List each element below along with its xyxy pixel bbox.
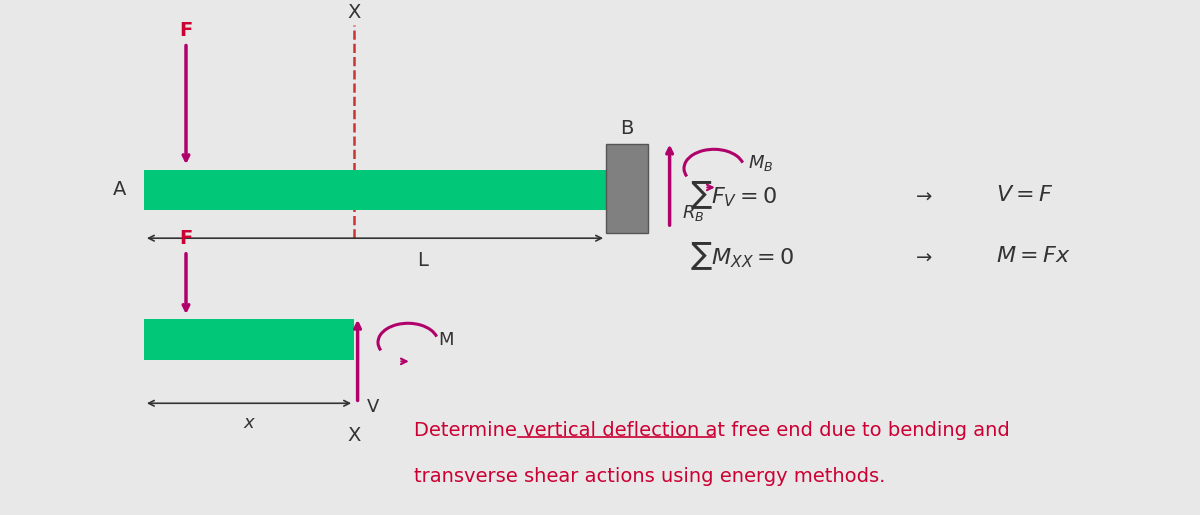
Text: $M_B$: $M_B$ [748,153,773,173]
Bar [606,144,648,233]
Text: M: M [438,331,454,349]
Text: $\sum F_V = 0$: $\sum F_V = 0$ [690,179,778,211]
Text: F: F [179,21,193,40]
Bar [144,169,606,210]
Text: $M = Fx$: $M = Fx$ [996,246,1070,266]
Text: $\sum M_{XX} = 0$: $\sum M_{XX} = 0$ [690,240,794,272]
Bar [144,319,354,360]
Text: Determine vertical deflection at free end due to bending and: Determine vertical deflection at free en… [414,421,1009,440]
Text: X: X [347,3,361,22]
Text: V: V [367,398,379,416]
Text: $\rightarrow$: $\rightarrow$ [912,185,934,204]
Text: L: L [418,251,428,270]
Text: F: F [179,229,193,248]
Text: X: X [347,426,361,445]
Text: $V = F$: $V = F$ [996,185,1054,205]
Text: x: x [244,415,254,433]
Text: transverse shear actions using energy methods.: transverse shear actions using energy me… [414,467,886,486]
Text: A: A [113,180,126,199]
Text: $R_B$: $R_B$ [682,203,704,223]
Text: B: B [620,119,634,138]
Text: $\rightarrow$: $\rightarrow$ [912,247,934,265]
